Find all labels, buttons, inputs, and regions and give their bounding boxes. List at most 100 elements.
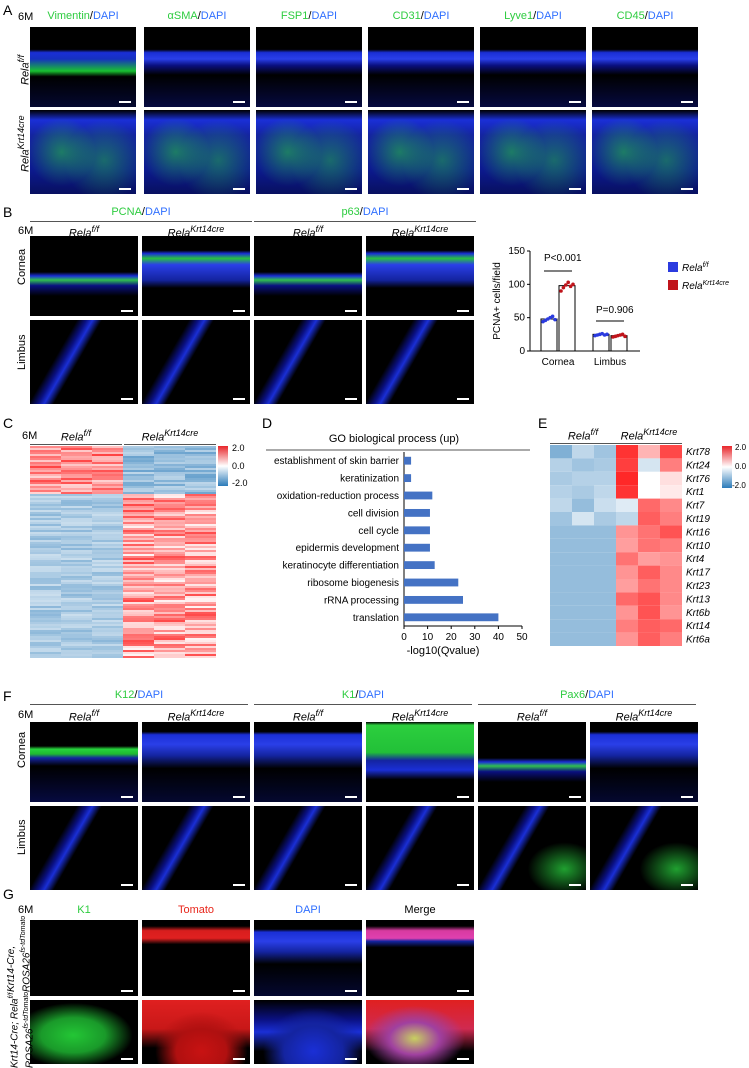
heatmap-cell bbox=[550, 498, 572, 512]
heatmap-cell bbox=[616, 538, 638, 553]
heatmap-cell bbox=[30, 588, 61, 590]
heatmap-cell bbox=[30, 578, 61, 580]
heatmap-cell bbox=[61, 528, 92, 530]
heatmap-cell bbox=[550, 512, 572, 526]
micrograph-a-floxed-3 bbox=[368, 27, 474, 107]
legend-swatch bbox=[668, 280, 678, 290]
scale-bar bbox=[457, 101, 469, 103]
heatmap-cell bbox=[154, 628, 185, 630]
heatmap-cell bbox=[185, 574, 216, 576]
col-title-a-2: FSP1/DAPI bbox=[280, 10, 338, 22]
heatmap-cell bbox=[61, 646, 92, 648]
scale-bar bbox=[457, 990, 469, 992]
heatmap-cell bbox=[92, 460, 123, 462]
scale-bar bbox=[569, 884, 581, 886]
heatmap-cell bbox=[185, 504, 216, 506]
heatmap-cell bbox=[30, 586, 61, 588]
heatmap-cell bbox=[61, 506, 92, 508]
heatmap-cell bbox=[61, 630, 92, 632]
heatmap-cell bbox=[185, 564, 216, 566]
heatmap-cell bbox=[61, 456, 92, 458]
scale-bar bbox=[121, 796, 133, 798]
heatmap-cell bbox=[123, 556, 154, 558]
heatmap-cell bbox=[61, 592, 92, 594]
heatmap-cell bbox=[92, 590, 123, 592]
micrograph-f-cornea-3 bbox=[366, 722, 474, 802]
category-label: ribosome biogenesis bbox=[307, 578, 399, 589]
scale-bar bbox=[121, 884, 133, 886]
heatmap-cell bbox=[92, 600, 123, 602]
gene-label: Krt4 bbox=[686, 554, 705, 565]
color-scale-c bbox=[218, 446, 228, 486]
heatmap-cell bbox=[30, 570, 61, 572]
group-label-e-cko: RelaKrt14cre bbox=[620, 427, 678, 443]
scale-bar bbox=[121, 398, 133, 400]
heatmap-cell bbox=[92, 616, 123, 618]
panel-letter-d: D bbox=[262, 415, 273, 431]
bar bbox=[404, 613, 499, 622]
heatmap-cell bbox=[30, 582, 61, 584]
heatmap-cell bbox=[123, 510, 154, 512]
heatmap-cell bbox=[123, 480, 154, 482]
panel-letter-a: A bbox=[3, 2, 13, 18]
micrograph-b-limbus-0 bbox=[30, 320, 138, 404]
heatmap-cell bbox=[185, 616, 216, 618]
heatmap-cell bbox=[61, 652, 92, 654]
heatmap-cell bbox=[185, 510, 216, 512]
heatmap-cell bbox=[123, 530, 154, 532]
heatmap-cell bbox=[30, 642, 61, 644]
heatmap-cell bbox=[185, 618, 216, 620]
heatmap-cell bbox=[123, 552, 154, 554]
heatmap-cell bbox=[572, 498, 594, 512]
heatmap-cell bbox=[185, 522, 216, 524]
heatmap-cell bbox=[61, 558, 92, 560]
heatmap-cell bbox=[185, 458, 216, 460]
heatmap-cell bbox=[550, 605, 572, 620]
micrograph-f-limbus-3 bbox=[366, 806, 474, 890]
group-line-p63 bbox=[254, 221, 476, 222]
micrograph-g-control-2 bbox=[254, 920, 362, 996]
heatmap-cell bbox=[572, 579, 594, 593]
heatmap-cell bbox=[92, 650, 123, 652]
heatmap-cell bbox=[30, 564, 61, 566]
heatmap-cell bbox=[154, 586, 185, 588]
heatmap-cell bbox=[61, 474, 92, 476]
scale-bar bbox=[681, 796, 693, 798]
data-point bbox=[550, 314, 555, 319]
heatmap-cell bbox=[660, 632, 682, 646]
heatmap-cell bbox=[30, 514, 61, 516]
heatmap-cell bbox=[616, 605, 638, 620]
heatmap-cell bbox=[638, 619, 660, 633]
heatmap-cell bbox=[92, 620, 123, 622]
heatmap-cell bbox=[92, 500, 123, 502]
heatmap-cell bbox=[123, 584, 154, 586]
micrograph-f-limbus-2 bbox=[254, 806, 362, 890]
scale-e-max: 2.0 bbox=[735, 443, 747, 452]
heatmap-cell bbox=[154, 526, 185, 528]
heatmap-cell bbox=[123, 558, 154, 560]
group-title-f-2: Pax6/DAPI bbox=[560, 689, 614, 701]
heatmap-cell bbox=[572, 538, 594, 553]
heatmap-cell bbox=[123, 522, 154, 524]
scale-bar bbox=[457, 310, 469, 312]
heatmap-cell bbox=[30, 494, 61, 496]
heatmap-cell bbox=[30, 490, 61, 492]
heatmap-cell bbox=[61, 554, 92, 556]
heatmap-cell bbox=[550, 579, 572, 593]
bar bbox=[404, 578, 459, 587]
heatmap-cell bbox=[185, 588, 216, 590]
gene-label: Krt76 bbox=[686, 474, 710, 485]
heatmap-cell bbox=[616, 579, 638, 593]
heatmap-cell bbox=[638, 592, 660, 606]
heatmap-cell bbox=[660, 592, 682, 606]
heatmap-cell bbox=[92, 604, 123, 606]
heatmap-cell bbox=[185, 534, 216, 536]
heatmap-cell bbox=[92, 606, 123, 608]
heatmap-cell bbox=[185, 644, 216, 646]
heatmap-cell bbox=[660, 619, 682, 633]
heatmap-cell bbox=[154, 576, 185, 578]
data-point bbox=[553, 317, 557, 322]
heatmap-cell bbox=[154, 624, 185, 626]
micrograph-f-cornea-5 bbox=[590, 722, 698, 802]
gene-label: Krt19 bbox=[686, 514, 710, 525]
